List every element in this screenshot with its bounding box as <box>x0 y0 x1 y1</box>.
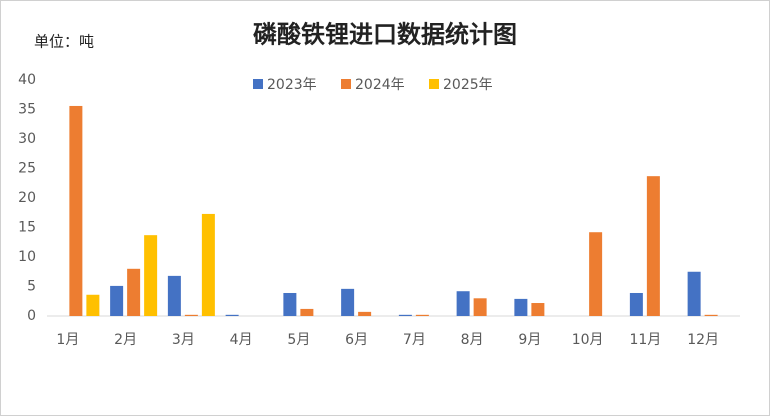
x-tick-label: 1月 <box>56 332 79 348</box>
x-tick-label: 4月 <box>230 332 253 348</box>
bar <box>341 288 355 316</box>
x-tick-label: 7月 <box>403 332 426 348</box>
x-tick-label: 3月 <box>172 332 195 348</box>
bar <box>127 268 141 316</box>
y-tick-label: 20 <box>18 190 36 206</box>
bar <box>704 314 718 316</box>
bar <box>184 314 198 316</box>
chart-title: 磷酸铁锂进口数据统计图 <box>253 20 517 49</box>
bar <box>300 308 314 316</box>
bar <box>398 314 412 316</box>
bar <box>531 303 545 316</box>
bar <box>415 314 429 316</box>
x-tick-label: 8月 <box>461 332 484 348</box>
y-tick-label: 35 <box>18 102 36 118</box>
bar <box>110 285 124 316</box>
x-tick-label: 11月 <box>629 332 661 348</box>
y-tick-label: 40 <box>18 72 36 88</box>
x-tick-label: 10月 <box>572 332 604 348</box>
legend-swatch <box>429 79 439 89</box>
x-tick-label: 12月 <box>687 332 719 348</box>
y-tick-label: 10 <box>18 249 36 265</box>
y-tick-label: 5 <box>27 279 36 295</box>
bar <box>225 314 239 316</box>
bar <box>514 298 528 316</box>
bar <box>86 294 100 316</box>
bar <box>358 311 372 316</box>
bar <box>144 235 158 316</box>
legend-label: 2025年 <box>443 77 493 93</box>
bar <box>456 291 470 316</box>
x-tick-label: 6月 <box>345 332 368 348</box>
bar <box>69 105 83 317</box>
bar <box>646 176 660 316</box>
x-tick-label: 9月 <box>518 332 541 348</box>
bar <box>201 213 215 316</box>
legend-swatch <box>341 79 351 89</box>
legend-label: 2023年 <box>267 77 317 93</box>
legend-label: 2024年 <box>355 77 405 93</box>
y-tick-label: 30 <box>18 131 36 147</box>
y-tick-label: 25 <box>18 161 36 177</box>
bar <box>473 298 487 316</box>
y-tick-label: 0 <box>27 308 36 324</box>
x-tick-label: 2月 <box>114 332 137 348</box>
x-tick-label: 5月 <box>287 332 310 348</box>
unit-label: 单位：吨 <box>34 33 94 51</box>
y-tick-label: 15 <box>18 220 36 236</box>
bar <box>283 292 297 316</box>
bar <box>589 232 603 316</box>
legend-swatch <box>253 79 263 89</box>
bar <box>629 292 643 316</box>
bar <box>687 271 701 316</box>
bar <box>167 275 181 316</box>
